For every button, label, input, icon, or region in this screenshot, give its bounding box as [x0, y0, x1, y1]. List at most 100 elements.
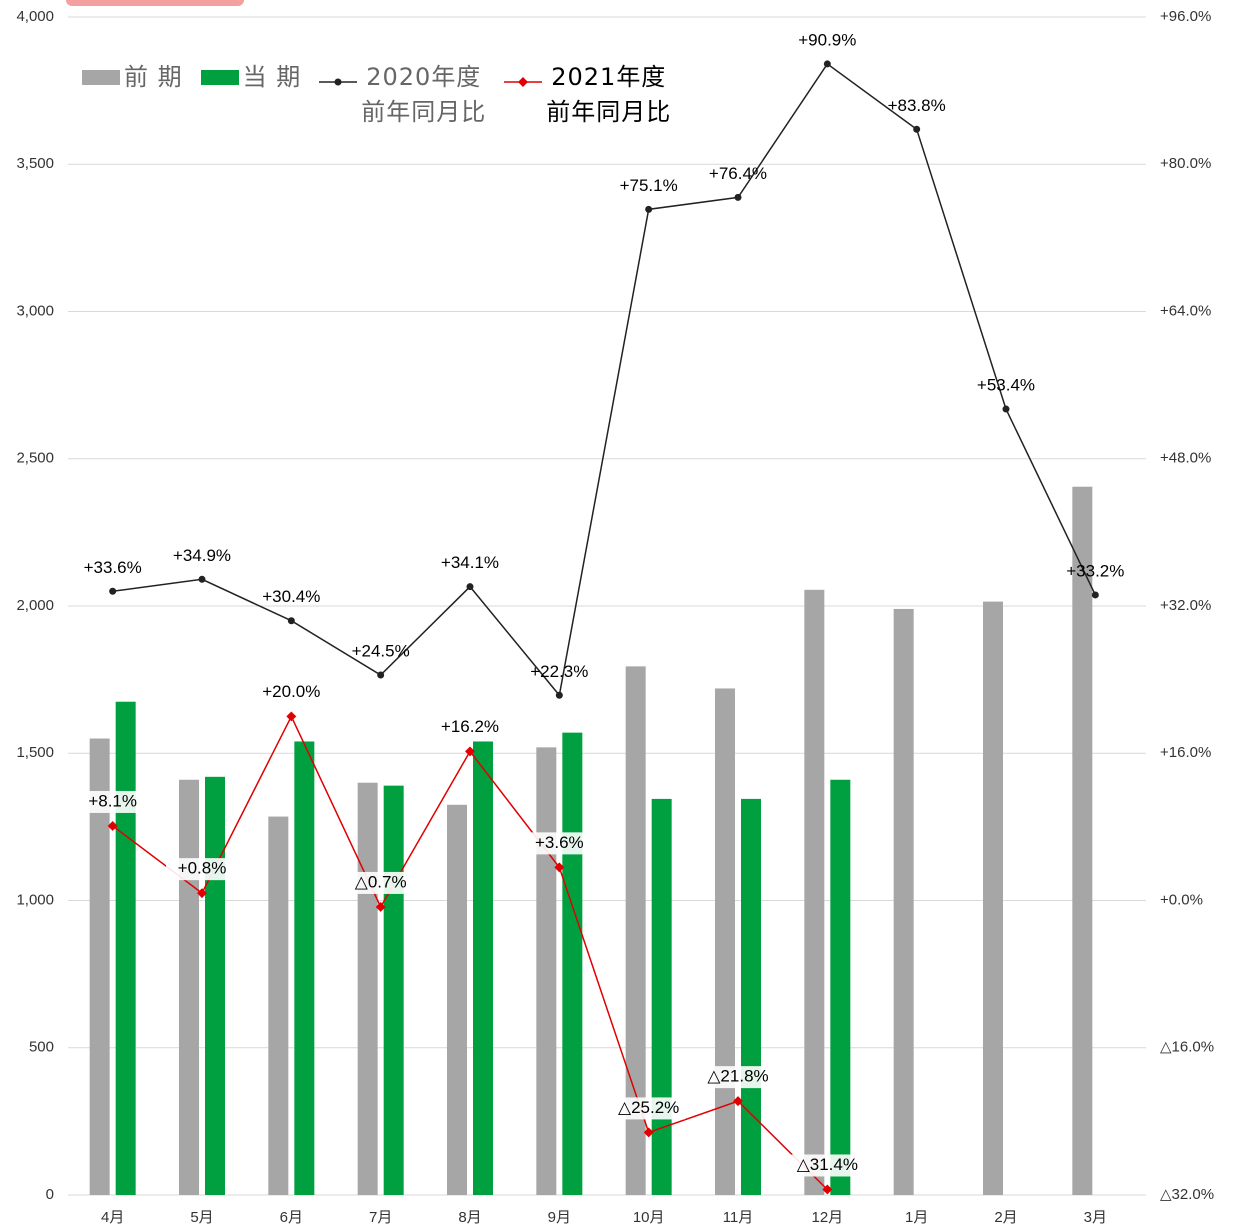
line-marker — [822, 1184, 833, 1195]
y-tick-label: 1,500 — [16, 744, 54, 761]
label-bg — [255, 681, 328, 704]
bar — [447, 804, 467, 1195]
line-marker — [465, 746, 475, 757]
bar — [89, 738, 110, 1195]
legend-label: 前 期 — [124, 63, 183, 91]
data-label: +33.6% — [84, 558, 142, 577]
bar — [651, 798, 672, 1195]
line-marker — [734, 193, 742, 201]
y2-tick-label: +96.0% — [1160, 8, 1211, 25]
x-tick-label: 6月 — [280, 1209, 303, 1226]
line-marker — [286, 711, 297, 722]
legend-swatch — [200, 70, 239, 85]
y2-tick-label: +80.0% — [1160, 155, 1211, 172]
data-label: △31.4% — [797, 1155, 858, 1174]
y-tick-label: 1,000 — [16, 891, 54, 908]
bar — [625, 666, 646, 1195]
data-label: △0.7% — [355, 872, 407, 891]
line — [112, 62, 1097, 697]
line-marker — [555, 691, 563, 699]
x-tick-label: 12月 — [811, 1209, 843, 1226]
legend: 前 期 当 期 2020年度 前年同月比 2021年度 前年同月比 — [82, 60, 671, 130]
x-tick-label: 8月 — [458, 1209, 481, 1226]
line-marker — [823, 60, 831, 68]
line-marker — [287, 617, 295, 625]
line-marker — [643, 1127, 654, 1138]
y-tick-label: 2,000 — [16, 597, 54, 614]
bar — [268, 816, 289, 1195]
x-tick-label: 5月 — [190, 1209, 213, 1226]
label-bg — [434, 716, 506, 739]
legend-item: 2021年度 前年同月比 — [504, 60, 671, 130]
line-marker — [197, 888, 207, 899]
label-bg — [612, 1097, 685, 1120]
data-label: +34.1% — [441, 553, 499, 572]
legend-item: 2020年度 前年同月比 — [319, 60, 486, 130]
legend-swatch — [504, 66, 543, 94]
y2-tick-label: +0.0% — [1160, 891, 1203, 908]
line-marker — [107, 821, 118, 831]
bar — [741, 798, 761, 1195]
y2-tick-label: +48.0% — [1160, 450, 1211, 467]
bar — [473, 741, 493, 1195]
bar — [715, 688, 735, 1195]
data-label: +0.8% — [178, 859, 227, 878]
bar — [1072, 486, 1093, 1195]
bar — [294, 741, 315, 1195]
x-tick-label: 3月 — [1084, 1209, 1107, 1226]
line-marker — [645, 205, 653, 213]
bar — [179, 779, 199, 1195]
y-tick-label: 3,500 — [16, 155, 54, 172]
bar — [804, 589, 825, 1195]
data-label: +90.9% — [798, 30, 856, 49]
y2-tick-label: △16.0% — [1160, 1039, 1214, 1056]
legend-item: 前 期 — [82, 60, 183, 130]
legend-swatch — [82, 70, 120, 85]
data-label: +3.6% — [535, 833, 584, 852]
data-label: +33.2% — [1066, 561, 1124, 580]
x-tick-label: 9月 — [548, 1209, 571, 1226]
line-marker — [1002, 405, 1010, 413]
line-marker — [466, 583, 474, 591]
line-marker — [913, 125, 921, 133]
data-label: +16.2% — [441, 717, 499, 736]
bar — [983, 601, 1003, 1195]
data-label: +83.8% — [888, 96, 946, 115]
data-label: +8.1% — [88, 791, 137, 810]
y2-tick-label: +16.0% — [1160, 744, 1211, 761]
legend-line — [319, 78, 358, 86]
label-bg — [76, 790, 149, 813]
legend-swatch — [319, 66, 358, 94]
data-label: +20.0% — [262, 682, 320, 701]
line-marker — [109, 587, 117, 595]
x-tick-label: 2月 — [994, 1209, 1017, 1226]
y-tick-label: 4,000 — [16, 8, 54, 25]
data-label: +53.4% — [977, 376, 1035, 395]
data-label: +24.5% — [352, 642, 410, 661]
x-tick-label: 4月 — [101, 1209, 124, 1226]
label-bg — [702, 1066, 774, 1089]
x-tick-label: 1月 — [905, 1209, 928, 1226]
bar — [562, 732, 583, 1195]
data-label: +34.9% — [173, 546, 231, 565]
data-label: +75.1% — [620, 176, 678, 195]
y2-tick-label: △32.0% — [1160, 1186, 1214, 1203]
bar — [115, 701, 136, 1195]
data-label: △21.8% — [707, 1067, 768, 1086]
line-marker — [733, 1096, 743, 1107]
x-tick-label: 7月 — [369, 1209, 392, 1226]
label-bg — [166, 858, 238, 881]
data-label: +30.4% — [262, 587, 320, 606]
label-bg — [344, 871, 417, 894]
bar — [536, 747, 557, 1195]
data-label: +76.4% — [709, 164, 767, 183]
label-bg — [523, 832, 596, 855]
legend-label: 2021年度 前年同月比 — [546, 63, 672, 126]
label-bg — [791, 1154, 864, 1177]
y-tick-label: 0 — [46, 1186, 54, 1203]
line-marker — [1091, 591, 1099, 599]
line-marker — [377, 671, 385, 679]
legend-line — [504, 77, 543, 87]
bar — [383, 785, 404, 1195]
